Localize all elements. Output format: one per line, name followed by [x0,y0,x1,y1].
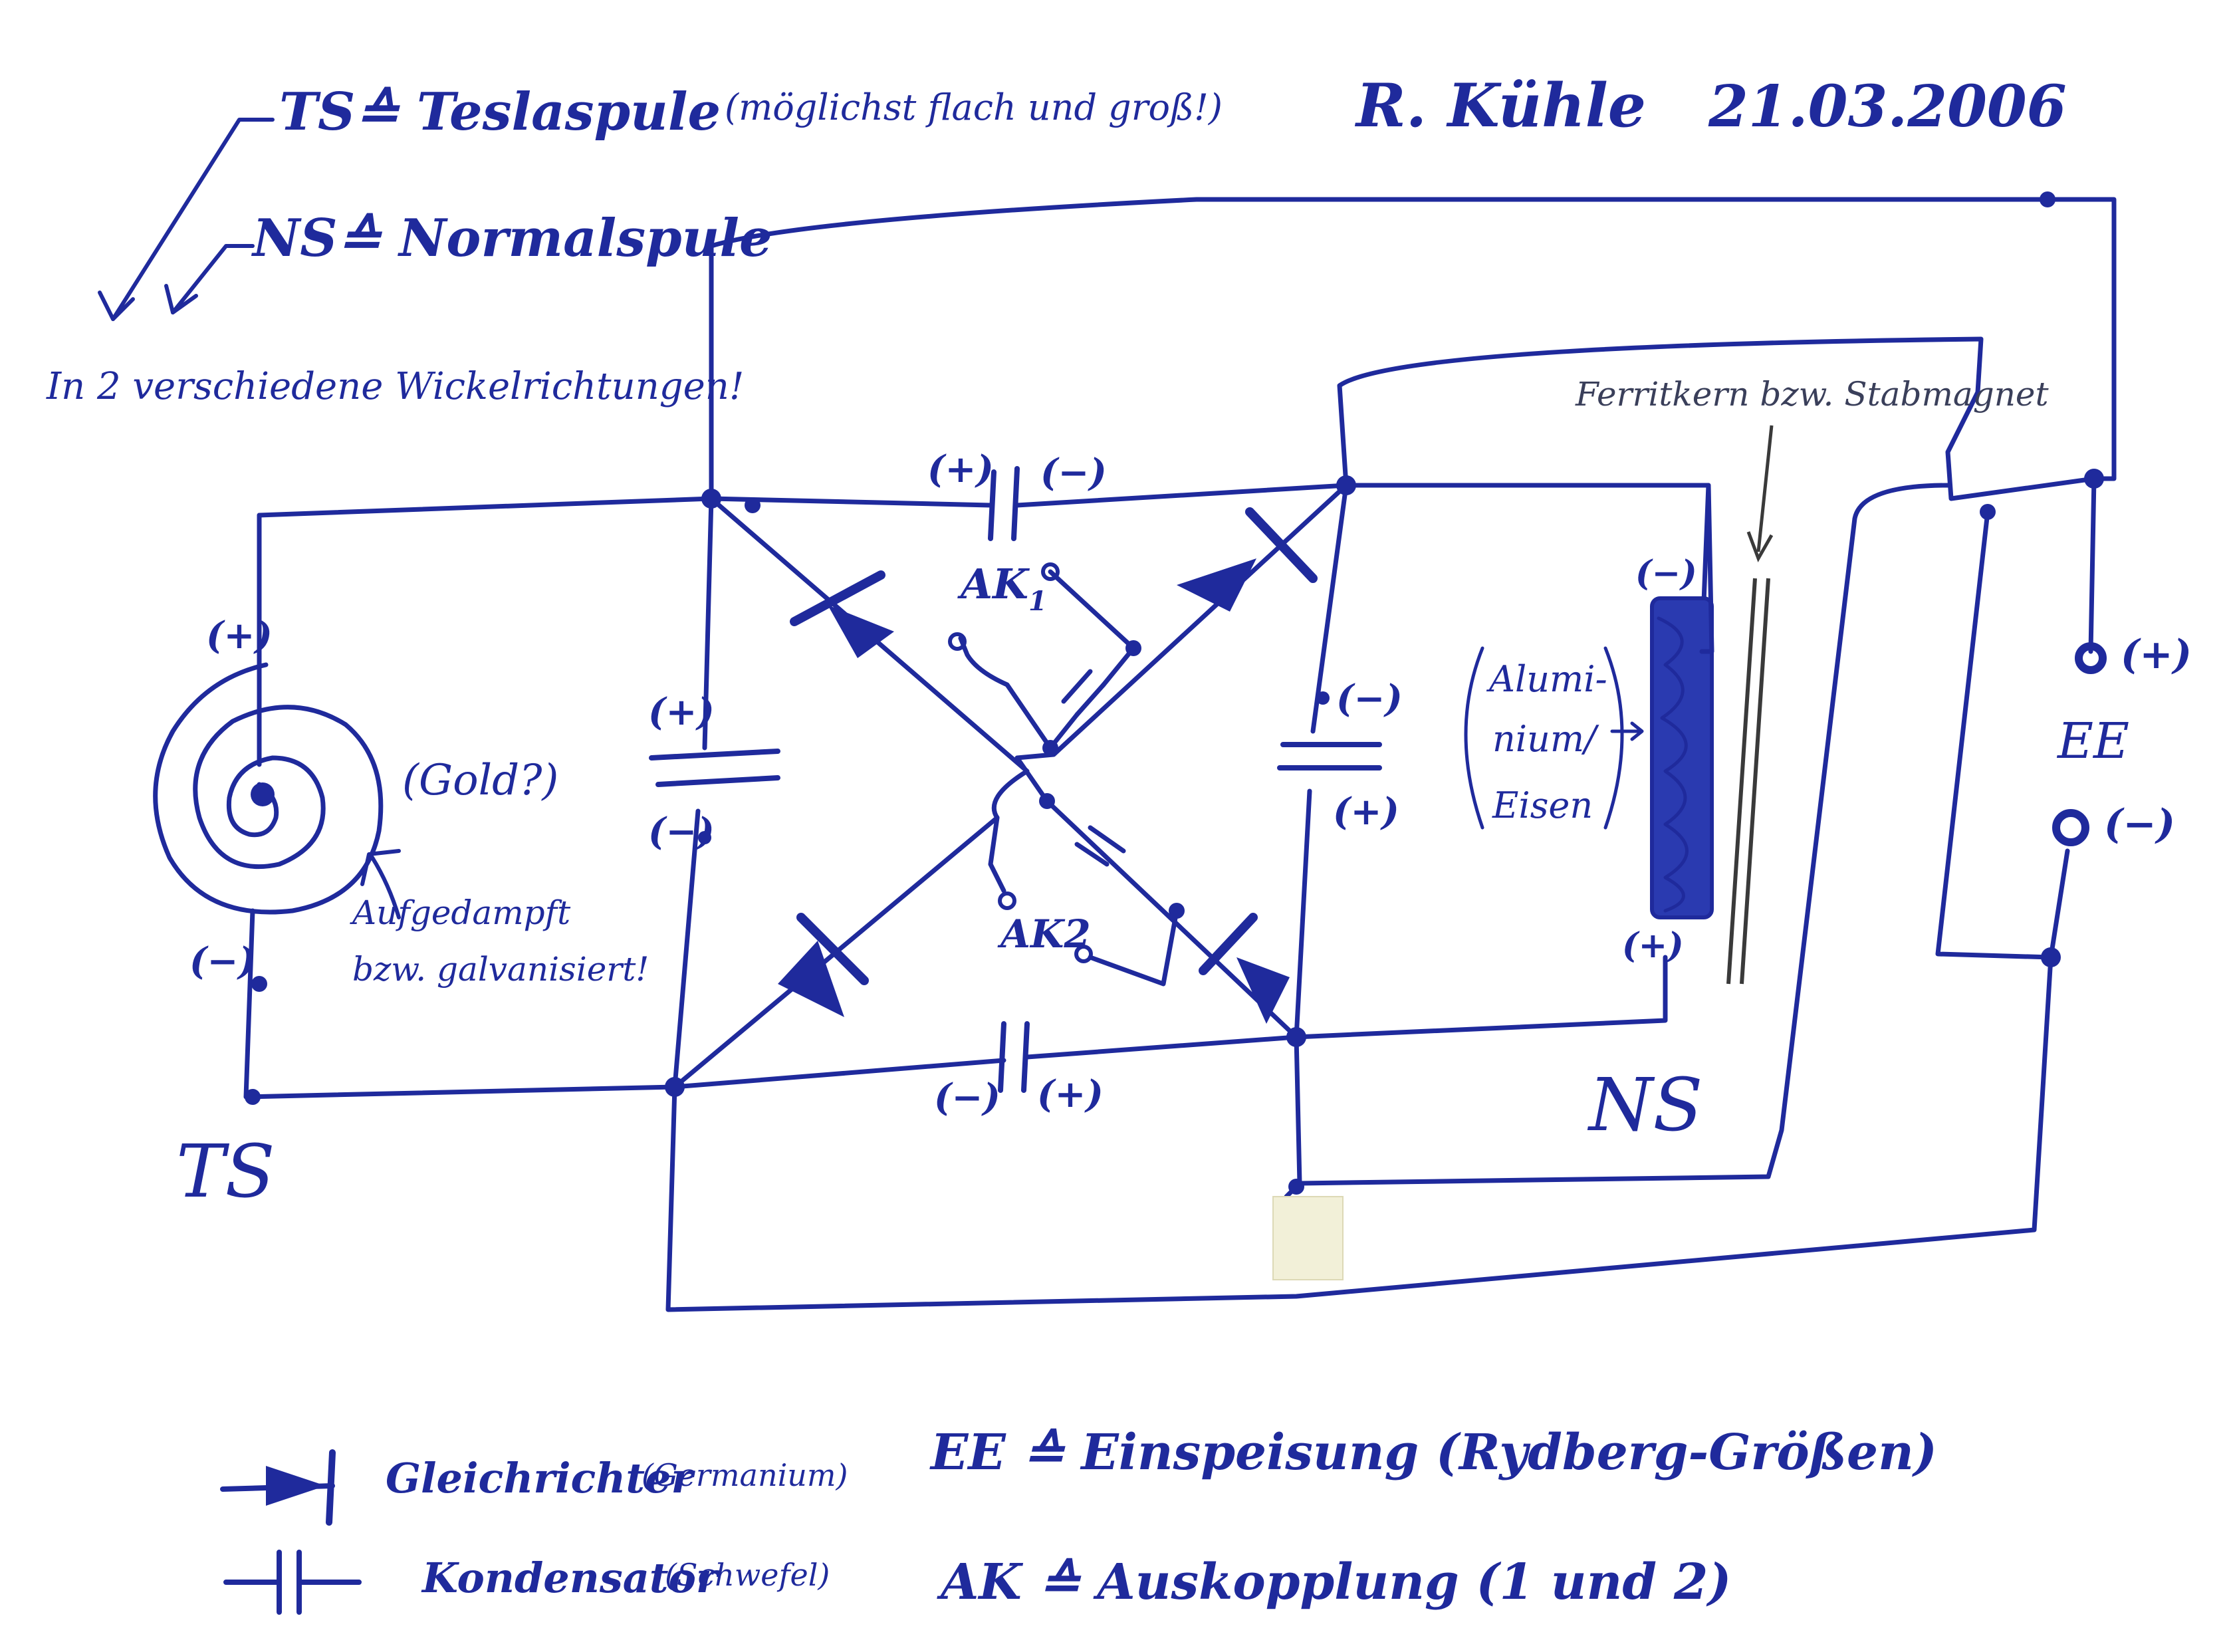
label-core-note: Ferritkern bzw. Stabmagnet [1575,375,2050,413]
legend-diode-symbol [220,1449,336,1526]
wire-ns-lower [1294,483,1950,1186]
wire-right-lower [1294,788,1312,1040]
label-ts-minus: (−) [189,939,256,983]
tape-patch [1272,1196,1344,1280]
label-gold-note-2: bzw. galvanisiert! [352,950,649,989]
label-ee-plus: (+) [2121,632,2192,678]
label-core-mat-1: Alumi- [1486,658,1607,700]
terminal-ak1-a [1041,562,1060,581]
arrow-head-ts [98,291,135,321]
terminal-ee-plus [2075,642,2107,674]
wire-diagonal-cross [1014,483,1349,1040]
ferrite-core-arrow [1746,425,1774,562]
label-ns-plus: (+) [1622,925,1684,966]
ns-wound-coil [1650,483,1714,919]
junction-dots [245,191,2104,1195]
label-ts-plus: (+) [206,614,273,657]
label-ee: EE [2056,713,2129,770]
capacitor-right [1277,742,1382,770]
capacitor-top [988,466,1020,541]
label-gold: (Gold?) [402,756,558,805]
arrow-head-ns [164,284,198,314]
diode-top-right [1177,507,1318,612]
pointer-arrow-ts [111,118,275,321]
label-cap-top-minus: (−) [1040,451,1107,495]
label-ts: TS [176,1129,275,1214]
label-ns: NS [1587,1062,1703,1147]
terminal-ak2-a [998,891,1016,910]
diode-top-left [790,570,894,658]
tesla-spiral-coil [153,513,384,915]
wire-left-lower [672,808,701,1090]
legend-capacitor-note: (Schwefel) [665,1557,830,1593]
wire-ee-minus [1935,509,2070,960]
label-cap-left-minus: (−) [648,810,715,854]
label-core-mat-2: nium/ [1492,718,1599,760]
label-cap-bottom-minus: (−) [934,1076,1000,1120]
label-cap-right-minus: (−) [1336,677,1403,721]
wire-top-right [1014,483,1711,654]
legend-capacitor-label: Kondensator [421,1554,721,1602]
date-text: 21.03.2006 [1708,73,2067,140]
capacitor-ak2 [1074,825,1126,867]
legend-diode-label: Gleichrichter [386,1454,695,1502]
label-gold-note-1: Aufgedampft [350,893,571,932]
label-ak2: AK2 [997,911,1091,957]
label-cap-top-plus: (+) [927,447,994,491]
wire-ts-top [257,496,714,767]
wire-ee-plus [2088,476,2097,654]
wire-bottom-right [1024,955,1668,1060]
winding-note: In 2 verschiedene Wickelrichtungen! [46,365,744,408]
wire-ts-bottom [243,908,677,1100]
wire-top-outer [709,197,2117,501]
diode-bottom-left [778,913,869,1017]
wire-right-upper [1310,483,1349,734]
label-ee-minus: (−) [2104,801,2175,848]
label-core-mat-3: Eisen [1492,784,1593,826]
wire-ns-upper [1337,336,2097,501]
pointer-arrow-ns [171,244,255,314]
label-cap-bottom-plus: (+) [1037,1072,1104,1116]
capacitor-left [649,749,780,787]
wire-bottom-left [672,1058,1006,1090]
legend-ns-text: NS≙ Normalspule [251,208,772,269]
ferrite-core-rod [1726,578,1770,985]
legend-ee-definition: EE ≙ Einspeisung (Rydberg-Größen) [929,1424,1937,1481]
label-cap-right-plus: (+) [1333,790,1399,834]
pointer-gold-note [360,849,401,919]
legend-capacitor-symbol [223,1550,362,1615]
core-material-brackets [1464,646,1624,830]
legend-ts-note: (möglichst flach und groß!) [725,86,1223,128]
wire-left-upper [702,496,714,751]
wire-ak1-branch [958,569,1136,751]
terminal-ak2-b [1074,945,1093,963]
legend-ak-definition: AK ≙ Auskopplung (1 und 2) [937,1554,1731,1611]
wire-bottom-outer [665,955,2053,1312]
capacitor-ak1 [1048,646,1136,751]
label-ns-minus: (−) [1635,553,1697,594]
terminal-ak1-b [948,632,967,651]
terminal-ee-minus [2052,809,2089,846]
label-ak1: AK1 [957,560,1047,617]
author-signature: R. Kühle [1354,70,1646,141]
legend-ts-text: TS≙ Teslaspule [279,82,721,142]
wire-ak2-branch [988,815,1179,987]
label-cap-left-plus: (+) [648,690,715,734]
pointer-core-material [1610,721,1644,741]
capacitor-bottom [998,1021,1030,1093]
diode-bottom-right [1199,913,1290,1024]
legend-diode-note: (Germanium) [642,1457,848,1493]
